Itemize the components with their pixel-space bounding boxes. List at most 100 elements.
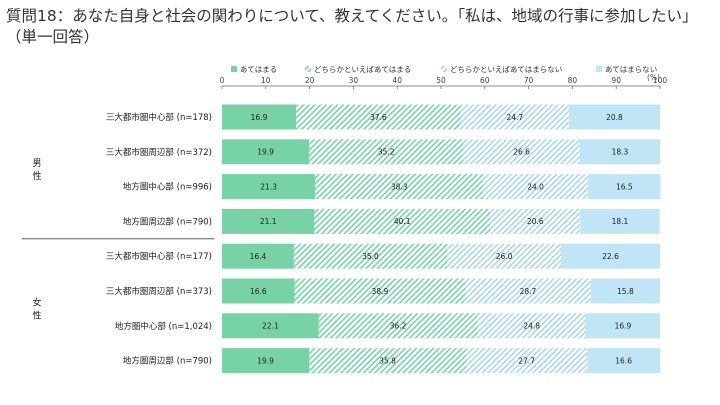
bar-segment <box>579 139 660 165</box>
legend-swatch <box>441 66 447 72</box>
bar-value-label: 38.9 <box>372 287 389 296</box>
unit-label: (%) <box>647 73 660 82</box>
bar-value-label: 21.1 <box>260 217 277 226</box>
bar-segment <box>465 278 591 304</box>
x-tick-label: 0 <box>220 76 225 85</box>
bar-value-label: 38.3 <box>391 182 408 191</box>
bar-value-label: 24.7 <box>506 113 523 122</box>
bar-segment <box>222 139 310 165</box>
bar-value-label: 16.4 <box>250 252 267 261</box>
bar-value-label: 35.0 <box>362 252 379 261</box>
bar-value-label: 16.6 <box>615 356 632 365</box>
x-axis: 0 10 20 30 40 50 60 70 80 90 100(%) <box>220 73 668 89</box>
bar-segment <box>293 243 448 269</box>
bar-segment <box>588 174 661 200</box>
bar-segment <box>222 313 319 339</box>
group-label-char: 性 <box>32 309 41 321</box>
x-tick-label: 80 <box>568 76 578 85</box>
bar-segment <box>294 278 466 304</box>
bar-value-label: 26.0 <box>496 252 513 261</box>
legend-swatch <box>305 66 311 72</box>
x-tick-label: 50 <box>436 76 446 85</box>
category-label: 地方圏周辺部 (n=790) <box>123 356 212 367</box>
x-tick-label: 40 <box>392 76 402 85</box>
x-tick-label: 90 <box>611 76 621 85</box>
bar-value-label: 16.5 <box>616 182 633 191</box>
bar-value-label: 26.6 <box>513 148 530 157</box>
bar-value-label: 16.6 <box>250 287 267 296</box>
legend: あてはまる どちらかといえばあてはまる どちらかといえばあてはまらない あてはまらない <box>231 65 657 74</box>
bar-segment <box>587 348 660 374</box>
bar-segment <box>490 208 581 234</box>
category-label: 地方圏周辺部 (n=790) <box>123 216 212 227</box>
bar-segment <box>483 174 589 200</box>
bar-segment <box>309 348 466 374</box>
bar-value-label: 37.6 <box>370 113 387 122</box>
bar-segment <box>222 174 316 200</box>
category-label: 三大都市圏中心部 (n=178) <box>106 112 212 123</box>
bar-segment <box>465 348 588 374</box>
bar-value-label: 28.7 <box>520 287 537 296</box>
bar-segment <box>568 104 660 130</box>
bar-segment <box>222 278 295 304</box>
bar-value-label: 22.6 <box>602 252 619 261</box>
bar-segment <box>477 313 586 339</box>
category-label: 三大都市圏中心部 (n=177) <box>106 251 212 262</box>
bar-value-label: 36.2 <box>390 322 407 331</box>
bar-segment <box>318 313 478 339</box>
x-tick-label: 30 <box>349 76 359 85</box>
bar-value-label: 22.1 <box>262 322 279 331</box>
bar-value-label: 19.9 <box>257 356 274 365</box>
bar-value-label: 40.1 <box>394 217 411 226</box>
bar-value-label: 19.9 <box>257 148 274 157</box>
x-tick-label: 20 <box>305 76 315 85</box>
group-label-char: 性 <box>32 170 41 182</box>
category-label: 三大都市圏周辺部 (n=373) <box>106 286 212 297</box>
bar-value-label: 15.8 <box>617 287 634 296</box>
bar-segment <box>447 243 562 269</box>
bar-segment <box>296 104 461 130</box>
bar-value-label: 20.8 <box>606 113 623 122</box>
chart-title: 質問18：あなた自身と社会の関わりについて、教えてください。「私は、地域の行事に… <box>6 7 698 46</box>
legend-label: どちらかといえばあてはまらない <box>450 65 562 74</box>
x-tick-label: 70 <box>524 76 534 85</box>
bar-segment <box>314 208 491 234</box>
bar-segment <box>222 348 310 374</box>
bar-segment <box>590 278 660 304</box>
category-label: 地方圏中心部 (n=1,024) <box>115 321 212 332</box>
bar-segment <box>585 313 660 339</box>
group-label-char: 女 <box>32 296 41 308</box>
legend-label: あてはまらない <box>605 65 657 74</box>
category-labels: 三大都市圏中心部 (n=178) 三大都市圏周辺部 (n=372) 地方圏中心部 (… <box>22 112 214 367</box>
bar-segment <box>222 243 294 269</box>
bar-value-label: 27.7 <box>518 356 535 365</box>
group-label-char: 男 <box>32 158 41 169</box>
bar-value-label: 18.3 <box>612 148 629 157</box>
bar-value-label: 20.6 <box>527 217 544 226</box>
x-tick-label: 100 <box>653 76 668 85</box>
bar-segment <box>580 208 660 234</box>
x-tick-label: 60 <box>480 76 490 85</box>
bar-value-label: 21.3 <box>260 182 277 191</box>
bar-value-label: 35.2 <box>378 148 395 157</box>
x-tick-label: 10 <box>261 76 271 85</box>
bar-segment <box>222 104 297 130</box>
bars: 16.9 37.6 24.7 20.8 19.9 35.2 26.6 18.3 21.3 38.3… <box>222 104 661 374</box>
bar-segment <box>463 139 580 165</box>
category-label: 三大都市圏周辺部 (n=372) <box>106 147 212 158</box>
bar-value-label: 24.8 <box>523 322 540 331</box>
bar-value-label: 35.8 <box>379 356 396 365</box>
bar-segment <box>309 139 464 165</box>
bar-value-label: 16.9 <box>615 322 632 331</box>
bar-segment <box>222 208 315 234</box>
bar-value-label: 24.0 <box>527 182 544 191</box>
category-label: 地方圏中心部 (n=996) <box>123 182 212 193</box>
legend-label: あてはまる <box>240 65 277 74</box>
bar-segment <box>561 243 660 269</box>
legend-swatch <box>231 66 237 72</box>
legend-label: どちらかといえばあてはまる <box>314 65 411 74</box>
legend-swatch <box>596 66 602 72</box>
bar-value-label: 16.9 <box>251 113 268 122</box>
bar-segment <box>315 174 484 200</box>
